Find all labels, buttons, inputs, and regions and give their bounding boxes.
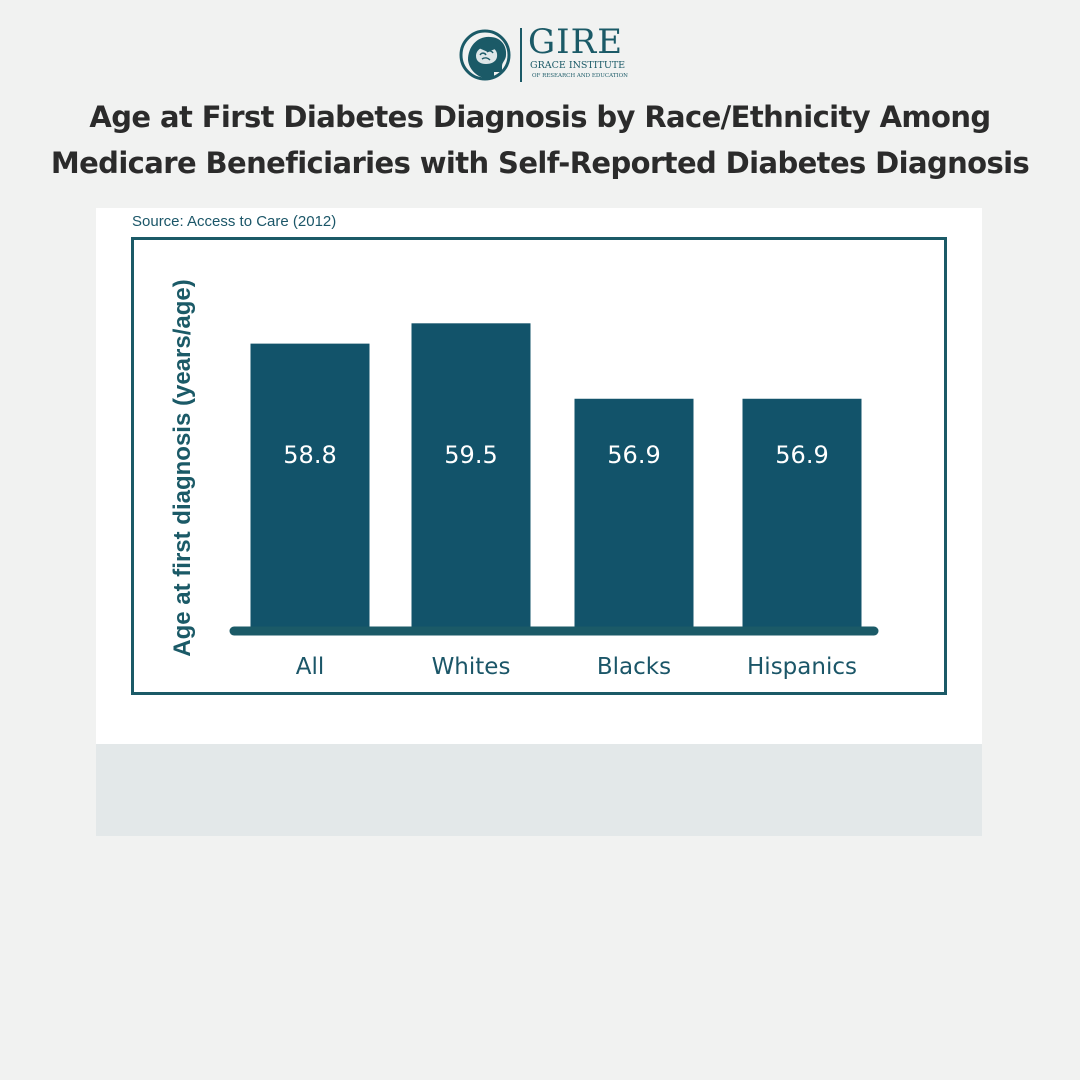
brand-name: GIRE (528, 22, 624, 62)
category-label-whites: Whites (432, 654, 511, 680)
gire-logo (458, 22, 630, 86)
chart-frame (131, 237, 947, 695)
category-label-blacks: Blacks (597, 654, 671, 680)
y-axis-label: Age at first diagnosis (years/age) (169, 279, 196, 656)
category-label-all: All (296, 654, 325, 680)
page-title-line2: Medicare Beneficiaries with Self-Reporte… (50, 146, 1030, 180)
chart-card-footer (96, 744, 982, 836)
bar-whites (411, 323, 531, 628)
bar-hispanics (742, 398, 862, 628)
bar-all (250, 343, 370, 628)
brand-tagline: OF RESEARCH AND EDUCATION (532, 73, 628, 79)
category-label-hispanics: Hispanics (747, 654, 857, 680)
brain-graduation-cap-icon (459, 29, 511, 81)
logo-divider (520, 28, 522, 82)
bar-value-label: 58.8 (283, 441, 336, 469)
source-note: Source: Access to Care (2012) (132, 213, 337, 230)
bar-blacks (574, 398, 694, 628)
bar-chart: 58.8 All 59.5 Whites 56.9 Blacks 56.9 Hispanics… (169, 279, 879, 680)
bar-value-label: 56.9 (607, 441, 660, 469)
bar-value-label: 59.5 (444, 441, 497, 469)
brand-subtitle: GRACE INSTITUTE (530, 60, 626, 71)
bar-value-label: 56.9 (775, 441, 828, 469)
page-title-line1: Age at First Diabetes Diagnosis by Race/… (89, 100, 991, 134)
